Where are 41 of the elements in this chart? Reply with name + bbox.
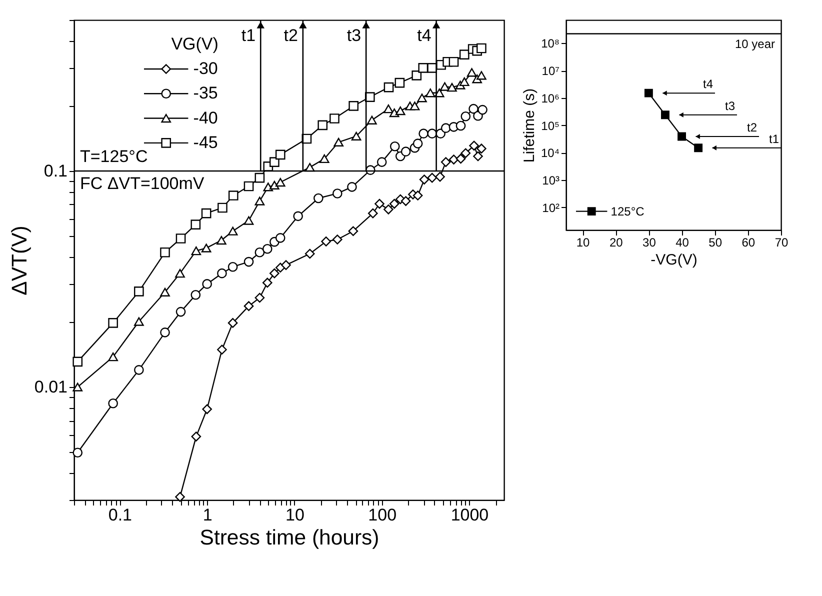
annotation: t2: [746, 120, 758, 134]
annotation: t1: [768, 132, 780, 146]
x-tick-label: 50: [708, 236, 722, 250]
x-tick-label: 0.1: [108, 506, 132, 524]
x-tick-label: 30: [642, 236, 656, 250]
x-axis-title: Stress time (hours): [200, 526, 380, 550]
x-tick-label: 1000: [450, 506, 489, 524]
y-tick-label: 10²: [542, 200, 560, 215]
x-axis-title: -VG(V): [650, 252, 698, 268]
ref-line-label: FC ΔVT=100mV: [80, 174, 205, 194]
x-tick-label: 10: [286, 506, 304, 524]
annotation: t3: [346, 26, 362, 45]
y-axis-title: ΔVT(V): [7, 226, 32, 296]
annotation: t3: [724, 98, 736, 113]
ref-line-label: 10 year: [734, 36, 775, 51]
x-tick-label: 1: [202, 506, 212, 524]
legend-label: -35: [193, 84, 218, 103]
y-tick-label: 10⁴: [540, 146, 560, 160]
legend-label: -30: [193, 58, 218, 78]
y-tick-label: 10⁶: [541, 91, 560, 106]
y-tick-label: 10⁵: [541, 118, 560, 133]
annotation: t1: [241, 26, 256, 45]
y-axis-title: Lifetime (s): [520, 88, 538, 163]
x-tick-label: 40: [676, 236, 690, 250]
legend-label: -45: [193, 132, 218, 152]
y-tick-label: 10⁸: [541, 36, 560, 51]
y-tick-label: 10⁷: [542, 64, 560, 78]
x-tick-label: 70: [774, 236, 788, 250]
annotation: t4: [702, 77, 714, 92]
annotation: t4: [417, 26, 432, 45]
x-tick-label: 20: [609, 236, 624, 250]
x-tick-label: 10: [576, 236, 590, 250]
y-tick-label: 0.01: [34, 378, 68, 397]
x-tick-label: 100: [368, 506, 397, 524]
legend-label: -40: [193, 108, 218, 128]
annotation: t2: [284, 26, 298, 45]
legend-title: VG(V): [171, 34, 218, 54]
y-tick-label: 10³: [542, 174, 560, 188]
legend-label: 125°C: [610, 204, 645, 218]
annotation: T=125°C: [80, 147, 148, 166]
x-tick-label: 60: [742, 236, 756, 250]
